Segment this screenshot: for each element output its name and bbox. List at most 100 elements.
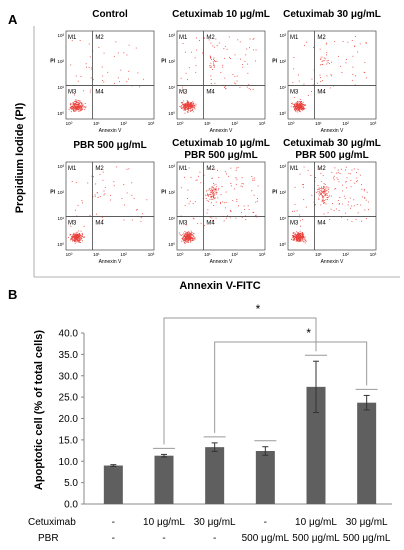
event-dot [187,198,188,199]
event-dot [312,84,314,86]
event-dot [335,188,337,190]
flow-plot-xtick: 10² [231,121,238,126]
event-dot [195,179,197,181]
event-dot [240,185,242,187]
event-dot [75,107,77,109]
event-dot [293,97,295,98]
event-dot [321,181,323,183]
event-dot [361,220,363,222]
event-dot [72,107,74,109]
event-dot [307,94,309,96]
event-dot [337,200,339,201]
event-dot [182,107,184,108]
event-dot [254,179,256,181]
event-dot [213,61,215,62]
flow-plot-ytick: 10² [279,190,286,195]
event-dot [103,81,105,83]
event-dot [220,72,222,73]
event-dot [124,204,125,206]
event-dot [73,105,75,106]
event-dot [182,238,183,240]
event-dot [322,198,324,200]
event-dot [298,238,300,239]
event-dot [326,60,328,62]
flow-plot-ytick: 10³ [279,33,286,38]
event-dot [297,237,298,239]
event-dot [74,103,76,105]
event-dot [245,54,247,56]
event-dot [301,105,303,107]
flow-plot-ytick: 10⁰ [168,111,175,116]
event-dot [77,240,78,242]
event-dot [185,232,187,234]
event-dot [81,200,83,202]
event-dot [77,107,79,108]
event-dot [300,234,302,235]
event-dot [294,106,296,107]
event-dot [195,105,197,107]
event-dot [212,191,214,192]
event-dot [364,62,366,63]
event-dot [328,191,329,193]
event-dot [190,107,192,109]
event-dot [291,238,292,240]
flow-plot-ytick: 10⁰ [168,242,175,247]
event-dot [293,235,295,237]
event-dot [326,192,328,194]
event-dot [104,193,106,195]
event-dot [241,211,242,213]
event-dot [103,190,105,192]
event-dot [297,235,299,237]
event-dot [347,204,349,206]
event-dot [216,60,218,62]
event-dot [213,46,215,48]
event-dot [213,58,214,60]
event-dot [293,232,295,233]
event-dot [70,234,72,236]
event-dot [337,179,339,180]
event-dot [210,42,212,44]
flow-plot-xtick: 10⁰ [177,252,184,257]
event-dot [191,106,193,107]
event-dot [315,177,316,178]
event-dot [294,186,296,188]
event-dot [212,199,214,200]
event-dot [304,105,306,106]
event-dot [311,194,313,196]
event-dot [69,107,71,109]
event-dot [185,232,187,234]
event-dot [215,189,216,190]
flow-plot-xtick: 10³ [370,252,377,257]
event-dot [321,64,323,65]
event-dot [79,236,81,237]
flow-plot-xtick: 10³ [148,252,155,257]
flow-plot-xtick: 10¹ [315,252,322,257]
event-dot [296,240,298,242]
event-dot [299,105,301,107]
event-dot [326,187,328,189]
event-dot [74,106,76,108]
event-dot [203,37,205,38]
event-dot [211,202,212,204]
event-dot [323,190,324,192]
quadrant-label: M3 [68,90,77,96]
event-dot [255,60,256,62]
event-dot [210,83,212,84]
event-dot [241,186,243,188]
event-dot [327,212,329,214]
event-dot [225,171,227,173]
event-dot [296,106,298,108]
event-dot [211,186,213,188]
event-dot [339,173,341,174]
event-dot [187,103,189,105]
flow-plot-xtick: 10³ [259,121,266,126]
event-dot [184,233,186,235]
event-dot [222,66,224,68]
event-dot [295,104,297,106]
event-dot [72,238,73,240]
event-dot [179,234,181,236]
event-dot [73,235,75,237]
event-dot [213,195,214,197]
event-dot [70,239,72,241]
quadrant-label: M2 [95,35,104,41]
